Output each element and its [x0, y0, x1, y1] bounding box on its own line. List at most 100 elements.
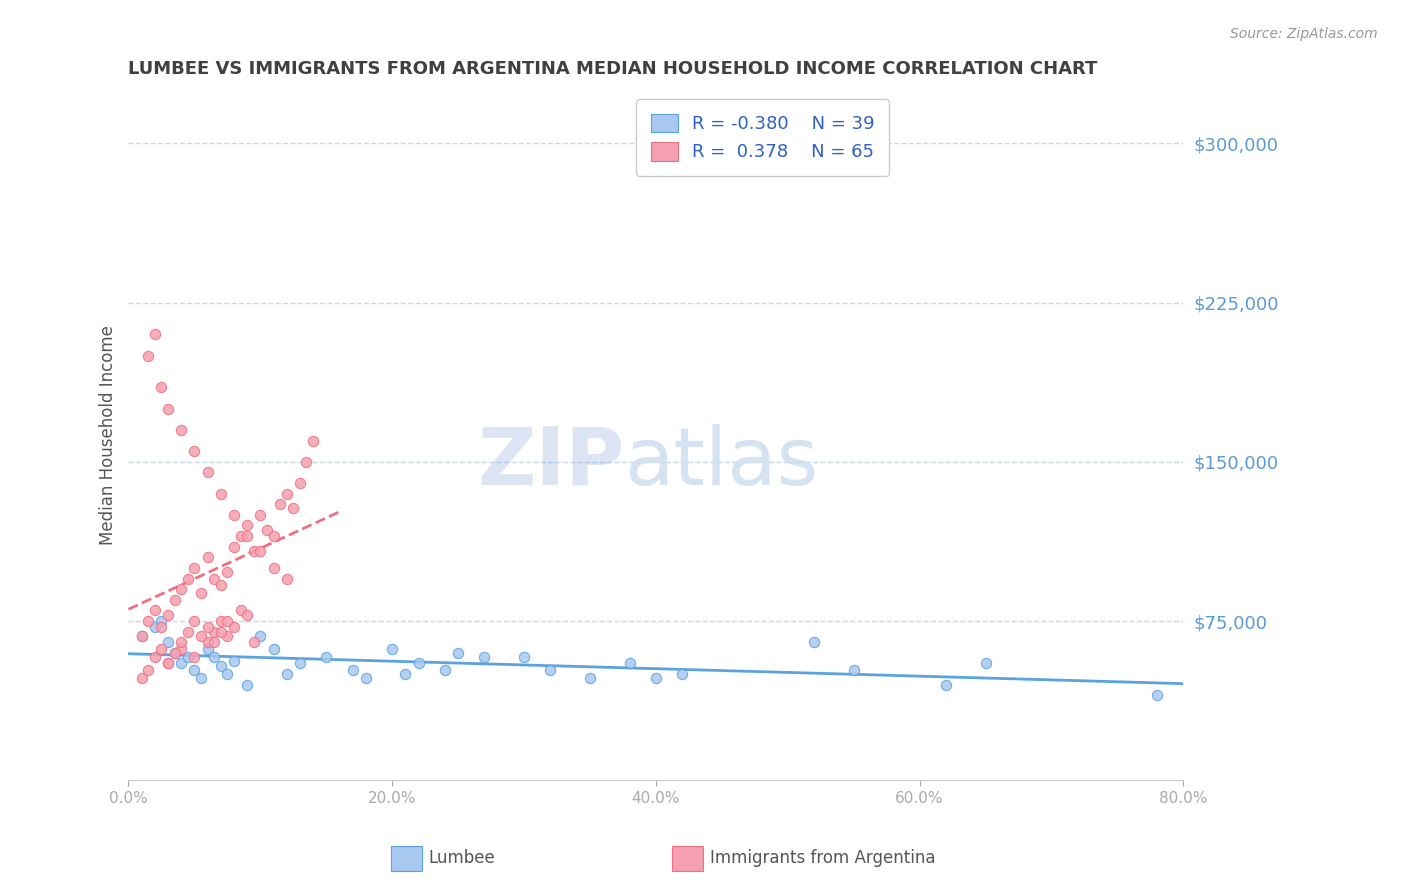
Point: [408, 657, 430, 671]
Point: [236, 518, 259, 533]
Point: [236, 678, 259, 692]
Point: [157, 401, 180, 416]
Point: [644, 671, 666, 685]
Point: [276, 486, 298, 500]
Point: [150, 380, 173, 394]
Point: [170, 635, 193, 649]
Point: [394, 667, 416, 681]
Point: [242, 635, 264, 649]
Point: [157, 657, 180, 671]
Point: [619, 657, 641, 671]
Point: [150, 614, 173, 628]
Point: [177, 572, 200, 586]
Point: [177, 624, 200, 639]
Point: [157, 635, 180, 649]
Point: [202, 635, 225, 649]
Point: [803, 635, 825, 649]
Point: [170, 641, 193, 656]
Point: [143, 327, 166, 342]
Point: [170, 423, 193, 437]
Point: [263, 529, 285, 543]
Point: [302, 434, 325, 448]
Point: [170, 657, 193, 671]
Point: [183, 663, 205, 677]
Point: [242, 544, 264, 558]
Point: [202, 650, 225, 665]
Point: [288, 657, 311, 671]
Point: [143, 650, 166, 665]
Point: [209, 614, 232, 628]
Point: [249, 544, 271, 558]
Point: [256, 523, 278, 537]
Point: [170, 582, 193, 596]
Text: Immigrants from Argentina: Immigrants from Argentina: [710, 849, 935, 867]
Point: [136, 663, 159, 677]
Point: [538, 663, 561, 677]
Point: [579, 671, 602, 685]
Point: [315, 650, 337, 665]
Point: [222, 654, 245, 668]
Point: [1146, 688, 1168, 702]
Point: [671, 667, 693, 681]
Point: [342, 663, 364, 677]
Point: [269, 497, 291, 511]
Point: [447, 646, 470, 660]
Point: [222, 508, 245, 522]
Point: [249, 508, 271, 522]
Point: [190, 671, 212, 685]
Point: [295, 455, 318, 469]
Point: [236, 607, 259, 622]
Point: [276, 667, 298, 681]
Text: atlas: atlas: [624, 424, 818, 502]
Point: [197, 620, 219, 634]
Text: Lumbee: Lumbee: [429, 849, 495, 867]
Point: [236, 529, 259, 543]
Point: [974, 657, 997, 671]
Point: [190, 629, 212, 643]
Point: [217, 629, 239, 643]
Point: [163, 646, 186, 660]
Point: [433, 663, 456, 677]
Point: [263, 561, 285, 575]
Point: [381, 641, 404, 656]
Point: [217, 565, 239, 579]
Point: [217, 614, 239, 628]
Point: [283, 501, 305, 516]
Point: [183, 444, 205, 458]
Point: [157, 657, 180, 671]
Point: [209, 486, 232, 500]
Point: [177, 650, 200, 665]
Point: [163, 592, 186, 607]
Point: [842, 663, 865, 677]
Point: [229, 603, 252, 617]
Point: [197, 641, 219, 656]
Point: [202, 572, 225, 586]
Point: [474, 650, 496, 665]
Point: [197, 550, 219, 565]
Point: [136, 349, 159, 363]
Point: [163, 646, 186, 660]
Point: [131, 629, 153, 643]
Point: [229, 529, 252, 543]
Point: [131, 671, 153, 685]
Point: [209, 658, 232, 673]
Point: [222, 540, 245, 554]
Point: [513, 650, 536, 665]
Point: [183, 650, 205, 665]
Point: [209, 624, 232, 639]
Point: [222, 620, 245, 634]
Point: [276, 572, 298, 586]
Point: [249, 629, 271, 643]
Point: [136, 614, 159, 628]
Point: [143, 603, 166, 617]
Point: [183, 614, 205, 628]
Y-axis label: Median Household Income: Median Household Income: [100, 326, 117, 545]
Point: [354, 671, 377, 685]
Point: [157, 607, 180, 622]
Text: Source: ZipAtlas.com: Source: ZipAtlas.com: [1230, 27, 1378, 41]
Point: [150, 641, 173, 656]
Point: [217, 667, 239, 681]
Text: ZIP: ZIP: [477, 424, 624, 502]
Point: [202, 624, 225, 639]
Point: [183, 561, 205, 575]
